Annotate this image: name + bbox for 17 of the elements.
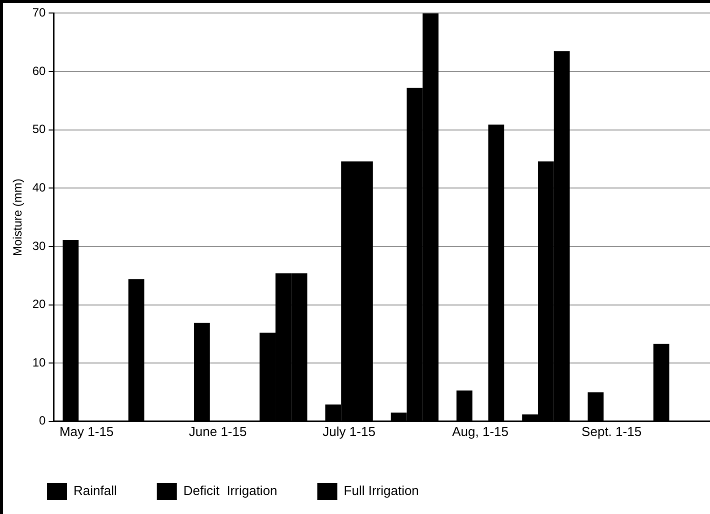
y-tick-label: 20	[32, 297, 46, 312]
legend-label: Rainfall	[74, 483, 117, 498]
x-tick-label: July 1-15	[322, 424, 376, 439]
y-tick-label: 30	[32, 238, 46, 253]
y-tick-label: 60	[32, 64, 46, 78]
x-tick-label: Sept. 1-15	[582, 424, 642, 439]
y-tick-label: 0	[39, 414, 46, 428]
x-tick-label: May 1-15	[59, 424, 114, 439]
x-tick-label: June 1-15	[188, 424, 247, 439]
x-tick-label: Aug, 1-15	[452, 424, 508, 439]
y-tick-label: 50	[32, 122, 46, 136]
y-tick-label: 70	[32, 6, 46, 20]
y-axis-title: Moisture (mm)	[10, 178, 25, 256]
y-tick-label: 10	[32, 355, 46, 370]
legend-label: Deficit Irrigation	[183, 483, 278, 498]
legend-label: Full Irrigation	[344, 483, 419, 498]
y-tick-label: 40	[32, 180, 46, 194]
